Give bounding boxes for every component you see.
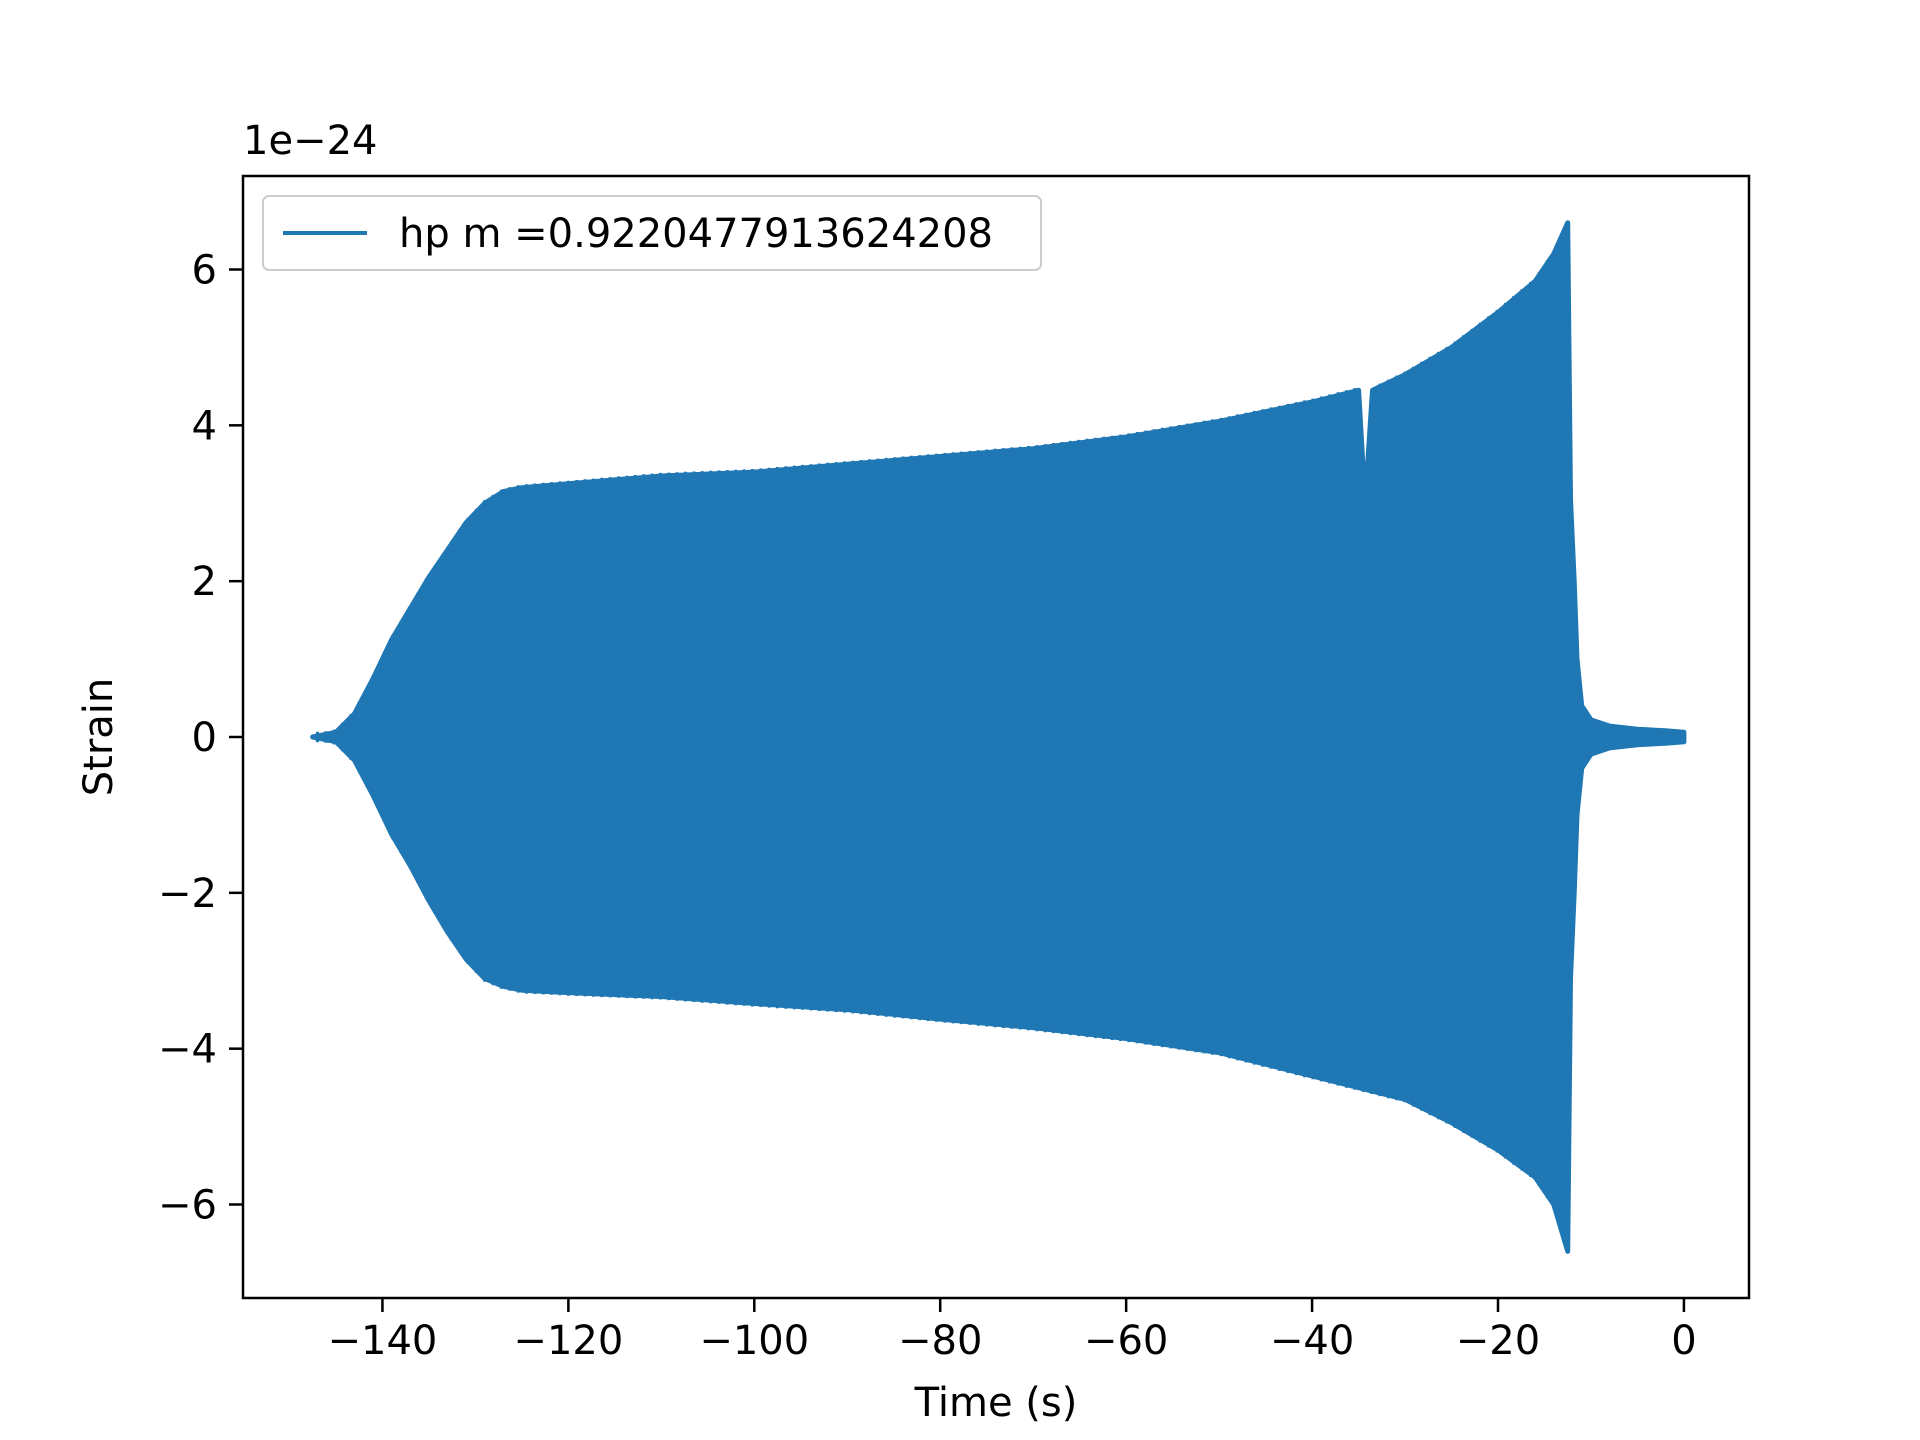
legend: hp m =0.9220477913624208 <box>262 195 1042 271</box>
x-axis-label: Time (s) <box>914 1380 1078 1426</box>
x-axis-ticks: −140 −120 −100 −80 −60 −40 −20 0 <box>328 1298 1697 1364</box>
series-waveform-area <box>310 220 1687 1254</box>
y-tick-label: 0 <box>192 715 217 761</box>
x-tick-label: −40 <box>1270 1318 1354 1364</box>
x-tick-label: −100 <box>699 1318 809 1364</box>
x-tick-label: −140 <box>328 1318 438 1364</box>
x-tick-label: −120 <box>513 1318 623 1364</box>
x-tick-label: 0 <box>1671 1318 1696 1364</box>
y-tick-label: −6 <box>158 1183 217 1229</box>
y-tick-label: 4 <box>192 403 217 449</box>
x-tick-label: −20 <box>1456 1318 1540 1364</box>
x-tick-label: −80 <box>898 1318 982 1364</box>
y-tick-label: −4 <box>158 1027 217 1073</box>
y-axis-offset-label: 1e−24 <box>243 118 377 164</box>
y-axis-label: Strain <box>76 678 122 797</box>
x-tick-label: −60 <box>1084 1318 1168 1364</box>
plot-area <box>310 220 1687 1254</box>
y-tick-label: −2 <box>158 871 217 917</box>
y-tick-label: 6 <box>192 248 217 294</box>
series-waveform-oscillation <box>315 227 1566 1242</box>
legend-box <box>262 195 1042 271</box>
legend-entry-label: hp m =0.9220477913624208 <box>399 211 993 257</box>
y-axis-ticks: −6 −4 −2 0 2 4 6 <box>158 248 243 1229</box>
y-tick-label: 2 <box>192 559 217 605</box>
